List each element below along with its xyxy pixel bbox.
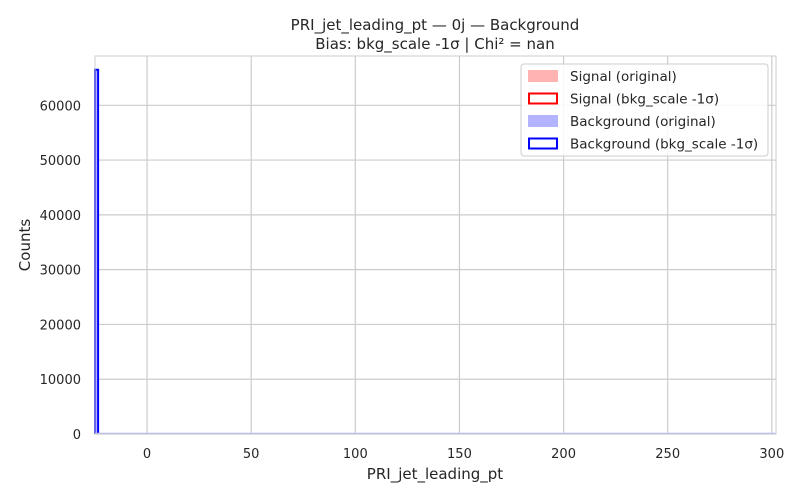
x-tick-label: 0	[143, 447, 151, 462]
x-tick-label: 150	[447, 447, 472, 462]
legend-box	[520, 63, 769, 157]
legend-swatch	[528, 137, 558, 150]
chart-subtitle: Bias: bkg_scale -1σ | Chi² = nan	[315, 35, 554, 54]
x-axis-ticks: 0 50 100 150 200 250 300	[143, 447, 784, 462]
y-axis-ticks: 0 10000 20000 30000 40000 50000 60000	[40, 99, 81, 443]
legend-swatch	[528, 92, 558, 105]
y-tick-label: 10000	[40, 373, 81, 388]
x-tick-label: 200	[551, 447, 576, 462]
legend-label: Signal (bkg_scale -1σ)	[570, 92, 719, 108]
legend-label: Signal (original)	[570, 69, 677, 85]
y-tick-label: 50000	[40, 154, 81, 169]
plot-frame	[94, 55, 777, 435]
legend-swatch	[528, 70, 558, 82]
x-tick-label: 250	[655, 447, 680, 462]
x-axis-label: PRI_jet_leading_pt	[367, 465, 503, 484]
y-axis-label: Counts	[16, 219, 34, 272]
y-tick-label: 20000	[40, 318, 81, 333]
x-tick-label: 100	[343, 447, 368, 462]
histogram-bar	[95, 69, 99, 435]
legend-label: Background (original)	[570, 114, 716, 130]
y-tick-label: 30000	[40, 264, 81, 279]
legend-swatch	[528, 115, 558, 127]
x-tick-label: 300	[759, 447, 784, 462]
x-tick-label: 50	[243, 447, 260, 462]
chart-title: PRI_jet_leading_pt — 0j — Background	[291, 16, 580, 35]
legend: Signal (original) Signal (bkg_scale -1σ) B…	[520, 63, 769, 157]
y-tick-label: 40000	[40, 209, 81, 224]
y-tick-label: 60000	[40, 99, 81, 114]
legend-label: Background (bkg_scale -1σ)	[570, 137, 758, 153]
y-tick-label: 0	[73, 428, 81, 443]
